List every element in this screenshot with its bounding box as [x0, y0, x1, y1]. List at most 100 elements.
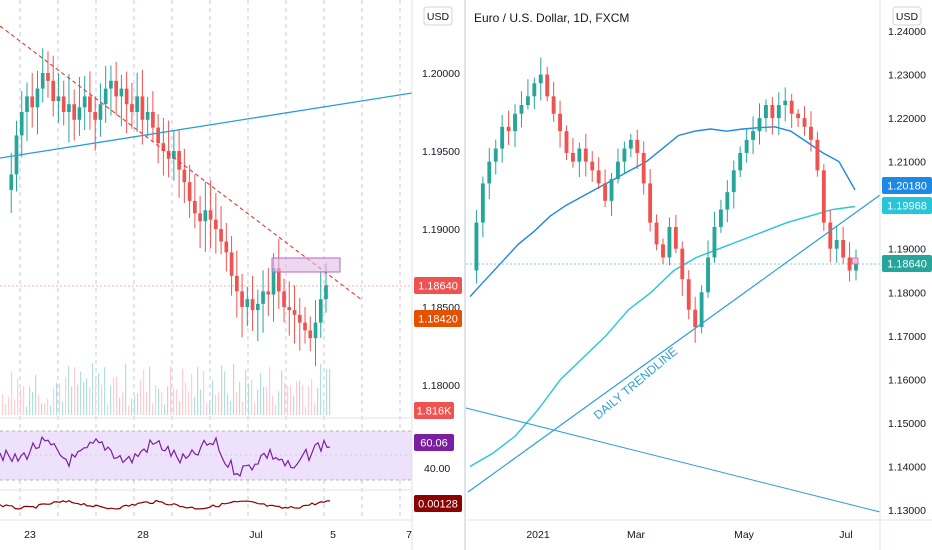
candle-body[interactable]: [532, 83, 537, 97]
candle-body[interactable]: [500, 126, 505, 149]
candle-body[interactable]: [98, 104, 103, 120]
candle-body[interactable]: [506, 126, 511, 132]
candle-body[interactable]: [77, 107, 82, 120]
candle-body[interactable]: [56, 96, 61, 102]
candle-body[interactable]: [828, 222, 833, 249]
supply-zone-box[interactable]: [271, 257, 341, 273]
candle-body[interactable]: [282, 291, 286, 307]
candle-body[interactable]: [193, 200, 197, 214]
candle-body[interactable]: [93, 112, 98, 120]
candle-body[interactable]: [551, 96, 556, 114]
candle-body[interactable]: [140, 96, 145, 120]
candle-body[interactable]: [266, 291, 271, 295]
candle-body[interactable]: [667, 226, 672, 258]
candle-body[interactable]: [770, 105, 775, 119]
candle-body[interactable]: [156, 127, 160, 144]
candle-body[interactable]: [51, 80, 56, 102]
candle-body[interactable]: [271, 268, 276, 295]
candle-body[interactable]: [219, 229, 223, 242]
candle-body[interactable]: [172, 151, 176, 159]
candle-body[interactable]: [622, 148, 627, 162]
candle-body[interactable]: [276, 268, 281, 292]
candle-body[interactable]: [19, 112, 24, 136]
candle-body[interactable]: [648, 183, 653, 223]
candle-body[interactable]: [208, 210, 213, 220]
candle-body[interactable]: [161, 143, 166, 151]
candle-body[interactable]: [821, 170, 826, 223]
daily-candles[interactable]: [474, 57, 858, 343]
candle-body[interactable]: [699, 292, 704, 328]
candle-body[interactable]: [297, 314, 302, 323]
candle-body[interactable]: [250, 299, 255, 311]
candle-body[interactable]: [124, 88, 129, 105]
candle-body[interactable]: [706, 257, 710, 293]
candle-body[interactable]: [35, 88, 40, 108]
candle-body[interactable]: [229, 252, 234, 276]
candle-body[interactable]: [487, 161, 492, 184]
candle-body[interactable]: [809, 126, 813, 140]
candle-body[interactable]: [635, 139, 640, 153]
candle-body[interactable]: [764, 105, 768, 119]
candle-body[interactable]: [474, 222, 479, 271]
candle-body[interactable]: [30, 96, 35, 108]
candle-body[interactable]: [789, 100, 794, 114]
candle-body[interactable]: [203, 210, 208, 222]
candle-body[interactable]: [718, 209, 723, 227]
candle-body[interactable]: [686, 279, 691, 310]
candle-body[interactable]: [9, 174, 14, 190]
candle-body[interactable]: [641, 152, 646, 184]
candle-body[interactable]: [103, 88, 108, 105]
candle-body[interactable]: [525, 96, 530, 106]
candle-body[interactable]: [725, 192, 730, 210]
hourly-candles[interactable]: [9, 48, 328, 367]
candle-body[interactable]: [590, 161, 595, 171]
dashed-downtrend-line[interactable]: [0, 25, 363, 301]
candle-body[interactable]: [847, 257, 852, 271]
candle-body[interactable]: [783, 100, 788, 106]
candle-body[interactable]: [583, 148, 588, 162]
candle-body[interactable]: [67, 104, 71, 112]
candle-body[interactable]: [609, 179, 614, 201]
candle-body[interactable]: [151, 112, 155, 128]
candle-body[interactable]: [712, 226, 717, 258]
candle-body[interactable]: [757, 118, 762, 132]
candle-body[interactable]: [182, 169, 187, 183]
candle-body[interactable]: [834, 240, 839, 249]
candle-body[interactable]: [287, 307, 292, 311]
candle-body[interactable]: [224, 241, 229, 253]
candle-body[interactable]: [72, 104, 77, 120]
candle-body[interactable]: [145, 112, 150, 120]
candle-body[interactable]: [313, 322, 318, 339]
candle-body[interactable]: [776, 105, 781, 119]
candle-body[interactable]: [308, 330, 313, 339]
candle-body[interactable]: [628, 139, 633, 149]
candle-body[interactable]: [738, 152, 743, 171]
candle-body[interactable]: [673, 226, 678, 249]
candle-body[interactable]: [751, 131, 755, 140]
candle-body[interactable]: [187, 182, 192, 201]
candle-body[interactable]: [616, 161, 620, 180]
candle-body[interactable]: [303, 322, 307, 331]
candle-body[interactable]: [177, 151, 181, 170]
candle-body[interactable]: [292, 310, 297, 315]
candle-body[interactable]: [744, 139, 749, 153]
candle-body[interactable]: [538, 74, 543, 84]
candle-body[interactable]: [109, 80, 113, 89]
candle-body[interactable]: [731, 170, 736, 193]
candle-body[interactable]: [513, 113, 517, 132]
candle-body[interactable]: [318, 299, 323, 323]
daily-currency-label[interactable]: USD: [892, 6, 922, 26]
candle-body[interactable]: [261, 291, 265, 304]
candle-body[interactable]: [577, 148, 582, 162]
candle-body[interactable]: [82, 96, 87, 108]
candle-body[interactable]: [214, 219, 218, 229]
candle-body[interactable]: [564, 131, 569, 153]
candle-body[interactable]: [519, 105, 524, 114]
candle-body[interactable]: [130, 104, 134, 112]
candle-body[interactable]: [558, 113, 562, 132]
candle-body[interactable]: [61, 96, 66, 112]
candle-body[interactable]: [802, 118, 807, 127]
daily-uptrend-line[interactable]: [467, 194, 881, 493]
candle-body[interactable]: [240, 291, 244, 307]
candle-body[interactable]: [135, 96, 139, 112]
